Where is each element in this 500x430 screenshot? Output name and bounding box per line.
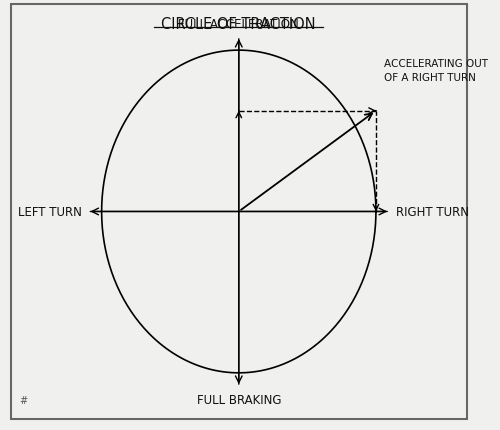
Text: LEFT TURN: LEFT TURN [18, 206, 82, 218]
Text: FULL BRAKING: FULL BRAKING [196, 393, 281, 406]
Text: CIRCLE OF TRACTION: CIRCLE OF TRACTION [162, 17, 316, 32]
Text: FULL ACCELERATION: FULL ACCELERATION [178, 18, 299, 31]
Text: #: # [19, 395, 27, 405]
Text: ACCELERATING OUT
OF A RIGHT TURN: ACCELERATING OUT OF A RIGHT TURN [384, 59, 488, 83]
Text: RIGHT TURN: RIGHT TURN [396, 206, 469, 218]
